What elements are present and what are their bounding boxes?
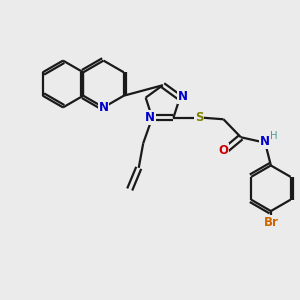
Text: N: N: [98, 101, 109, 114]
Text: H: H: [270, 131, 278, 141]
Text: N: N: [260, 135, 270, 148]
Text: S: S: [195, 111, 203, 124]
Text: N: N: [145, 111, 155, 124]
Text: O: O: [218, 144, 229, 157]
Text: N: N: [178, 90, 188, 103]
Text: Br: Br: [263, 216, 278, 229]
